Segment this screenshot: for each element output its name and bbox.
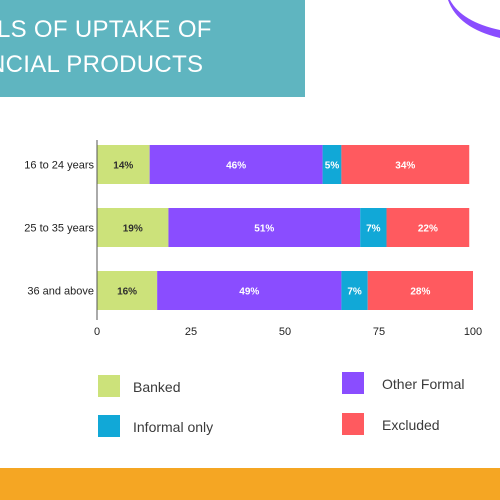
category-label: 36 and above bbox=[27, 286, 94, 298]
bar-segment-banked bbox=[97, 145, 150, 184]
data-label-informal-only: 7% bbox=[347, 287, 362, 298]
accent-corner-decoration bbox=[448, 0, 500, 38]
footer-bar bbox=[0, 468, 500, 500]
bar-segment-informal-only bbox=[341, 271, 368, 310]
data-label-excluded: 22% bbox=[418, 224, 438, 235]
bar-segment-informal-only bbox=[360, 208, 387, 247]
data-label-other-formal: 46% bbox=[226, 161, 246, 172]
legend-swatch-excluded bbox=[342, 413, 364, 435]
data-label-banked: 19% bbox=[123, 224, 143, 235]
legend-label-banked: Banked bbox=[133, 379, 181, 395]
x-tick-label: 25 bbox=[185, 326, 197, 338]
bar-segment-other-formal bbox=[157, 271, 342, 310]
legend-swatch-other-formal bbox=[342, 372, 364, 394]
bar-segment-excluded bbox=[386, 208, 470, 247]
data-label-other-formal: 49% bbox=[239, 287, 259, 298]
legend-label-informal-only: Informal only bbox=[133, 419, 214, 435]
data-label-banked: 14% bbox=[113, 161, 133, 172]
bar-segment-informal-only bbox=[322, 145, 342, 184]
data-label-other-formal: 51% bbox=[254, 224, 274, 235]
bar-segment-banked bbox=[97, 271, 158, 310]
data-label-excluded: 34% bbox=[395, 161, 415, 172]
data-label-informal-only: 5% bbox=[325, 161, 340, 172]
x-tick-label: 100 bbox=[464, 326, 482, 338]
data-label-banked: 16% bbox=[117, 287, 137, 298]
stacked-bar-chart: 16 to 24 years 14% 46% 5% 34% 25 to 35 years 1… bbox=[24, 140, 482, 338]
bar-segment-other-formal bbox=[149, 145, 323, 184]
legend-swatch-informal-only bbox=[98, 415, 120, 437]
data-label-excluded: 28% bbox=[410, 287, 430, 298]
title-banner: LS OF UPTAKE OF NCIAL PRODUCTS bbox=[0, 0, 305, 97]
category-label: 16 to 24 years bbox=[24, 160, 94, 172]
bar-segment-other-formal bbox=[168, 208, 361, 247]
bar-segment-excluded bbox=[341, 145, 470, 184]
bar-segment-banked bbox=[97, 208, 169, 247]
data-label-informal-only: 7% bbox=[366, 224, 381, 235]
title-line-2: NCIAL PRODUCTS bbox=[0, 51, 204, 78]
legend-swatch-banked bbox=[98, 375, 120, 397]
x-tick-label: 50 bbox=[279, 326, 291, 338]
category-label: 25 to 35 years bbox=[24, 223, 94, 235]
title-line-1: LS OF UPTAKE OF bbox=[0, 16, 212, 43]
legend-label-other-formal: Other Formal bbox=[382, 376, 465, 392]
legend-label-excluded: Excluded bbox=[382, 417, 440, 433]
bar-segment-excluded bbox=[367, 271, 473, 310]
x-tick-label: 75 bbox=[373, 326, 385, 338]
x-tick-label: 0 bbox=[94, 326, 100, 338]
